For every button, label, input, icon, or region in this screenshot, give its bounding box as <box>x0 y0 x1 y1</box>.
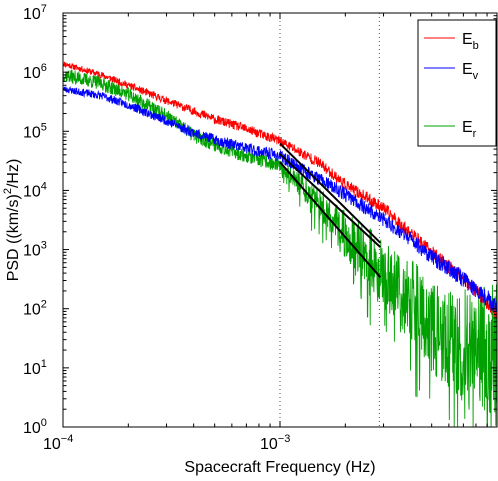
y-tick-label: 101 <box>23 358 47 378</box>
legend-label-eb: Eb <box>462 31 479 52</box>
legend: Eb Ev Er <box>417 19 497 147</box>
y-axis-label: PSD ((km/s)2/Hz) <box>2 159 22 282</box>
series-layer <box>63 61 497 427</box>
y-axis-label-unit: /Hz) <box>5 159 22 188</box>
legend-box <box>417 19 497 147</box>
x-tick-label: 10−4 <box>43 433 73 453</box>
series-line-er <box>63 69 497 427</box>
tick-labels: 100 101 102 103 104 105 106 107 10−4 10−3 <box>23 3 290 453</box>
y-axis-label-sup: 2 <box>2 188 14 194</box>
y-axis-label-main: PSD ((km/s) <box>5 194 22 281</box>
series-line-ev <box>63 86 497 313</box>
fit-line-0 <box>279 142 382 244</box>
y-tick-label: 102 <box>23 299 47 319</box>
fit-lines <box>279 142 382 278</box>
x-tick-label: 10−3 <box>260 433 290 453</box>
fit-line-2 <box>279 161 382 278</box>
y-tick-label: 107 <box>23 3 47 23</box>
y-tick-label: 105 <box>23 121 47 141</box>
legend-label-ev: Ev <box>462 61 479 82</box>
x-axis-label: Spacecraft Frequency (Hz) <box>184 459 375 476</box>
y-tick-label: 104 <box>23 180 47 200</box>
reference-lines <box>279 13 380 427</box>
legend-label-er: Er <box>462 119 477 140</box>
y-tick-label: 106 <box>23 62 47 82</box>
fit-line-1 <box>279 153 382 248</box>
y-tick-label: 100 <box>23 417 47 437</box>
y-tick-label: 103 <box>23 240 47 260</box>
